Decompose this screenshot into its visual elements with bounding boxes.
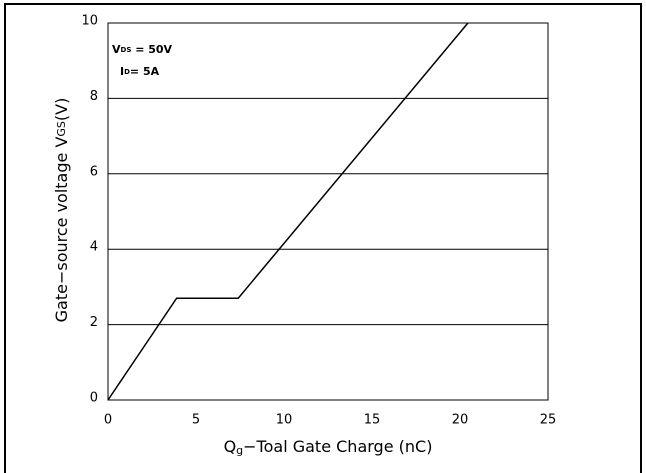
y-label-sub: GS — [55, 121, 68, 137]
y-label-rest: (V) — [52, 98, 71, 121]
annotation-sub: D — [124, 68, 130, 76]
annotation: ID= 5A — [120, 65, 160, 78]
y-tick-label: 4 — [90, 240, 98, 255]
x-tick-label: 5 — [192, 413, 200, 428]
annotation-main: I — [120, 65, 124, 78]
x-tick-label: 25 — [540, 413, 557, 428]
x-tick-label: 0 — [104, 413, 112, 428]
y-tick-label: 6 — [90, 164, 98, 179]
x-tick-label: 15 — [364, 413, 381, 428]
y-tick-label: 0 — [90, 391, 98, 406]
x-label-rest: −Toal Gate Charge (nC) — [243, 437, 432, 456]
plot-frame — [107, 22, 549, 401]
x-label-sub: g — [236, 444, 243, 457]
annotation: VDS = 50V — [112, 43, 173, 56]
annotation-rest: = 5A — [130, 65, 160, 78]
y-tick-label: 2 — [90, 315, 98, 330]
x-label-main: Q — [224, 437, 237, 456]
x-tick-label: 20 — [452, 413, 469, 428]
y-label-main: Gate−source voltage V — [52, 137, 71, 323]
x-tick-label: 10 — [276, 413, 293, 428]
annotation-main: V — [112, 43, 121, 56]
y-tick-label: 8 — [90, 89, 98, 104]
x-axis-label: Qg−Toal Gate Charge (nC) — [224, 437, 433, 458]
y-axis-label: Gate−source voltage VGS(V) — [52, 98, 71, 323]
annotation-sub: DS — [121, 46, 132, 54]
outer-frame — [4, 3, 642, 473]
annotation-rest: = 50V — [131, 43, 172, 56]
line — [107, 22, 469, 401]
y-tick-label: 10 — [81, 14, 98, 29]
